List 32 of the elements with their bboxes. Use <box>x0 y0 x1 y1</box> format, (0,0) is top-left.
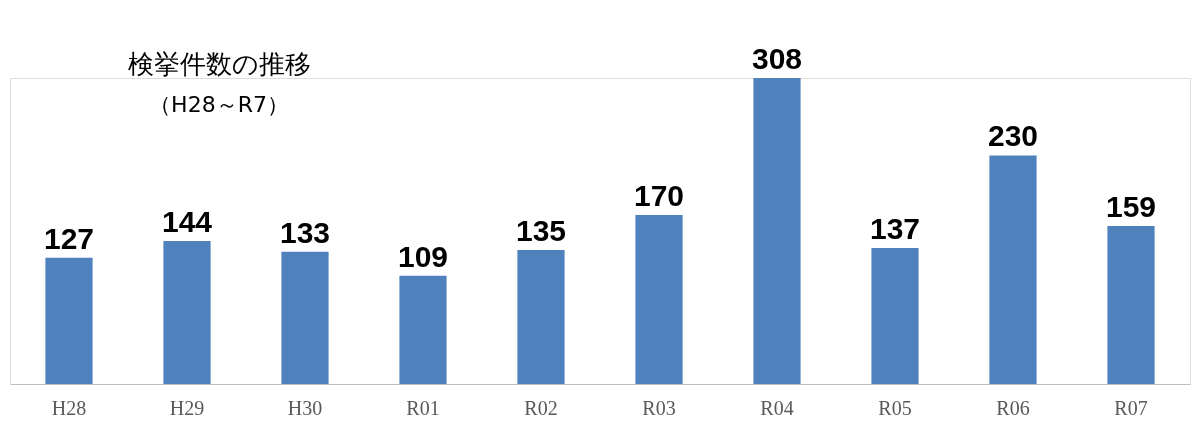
data-label: 308 <box>751 42 803 75</box>
bar <box>635 215 683 384</box>
x-tick-label: R03 <box>642 396 676 419</box>
data-label: 230 <box>987 119 1039 153</box>
data-label: 133 <box>279 215 331 249</box>
text: （H28～R7） <box>149 92 289 117</box>
bar <box>871 247 919 384</box>
x-tick-label: H30 <box>287 396 323 419</box>
data-label: 159 <box>1105 190 1157 224</box>
bar <box>163 240 211 384</box>
bar <box>989 155 1037 384</box>
bar <box>281 251 329 384</box>
bar <box>753 78 801 384</box>
bar <box>517 249 565 384</box>
data-label: 144 <box>161 204 213 238</box>
chart-title: 検挙件数の推移 <box>127 49 311 79</box>
bar <box>399 275 447 384</box>
x-tick-label: R05 <box>878 396 912 419</box>
bar <box>45 257 93 384</box>
data-label: 127 <box>43 221 95 255</box>
x-tick-label: R06 <box>996 396 1030 419</box>
x-tick-label: H29 <box>169 396 205 419</box>
data-label: 109 <box>397 239 449 273</box>
data-label: 170 <box>633 179 685 213</box>
bar <box>1107 226 1155 384</box>
x-tick-label: R07 <box>1114 396 1148 419</box>
x-tick-label: R01 <box>406 396 440 419</box>
x-tick-label: R02 <box>524 396 558 419</box>
x-tick-label: H28 <box>51 396 87 419</box>
data-label: 137 <box>869 211 921 245</box>
data-label: 135 <box>515 213 567 247</box>
x-tick-label: R04 <box>760 396 794 419</box>
